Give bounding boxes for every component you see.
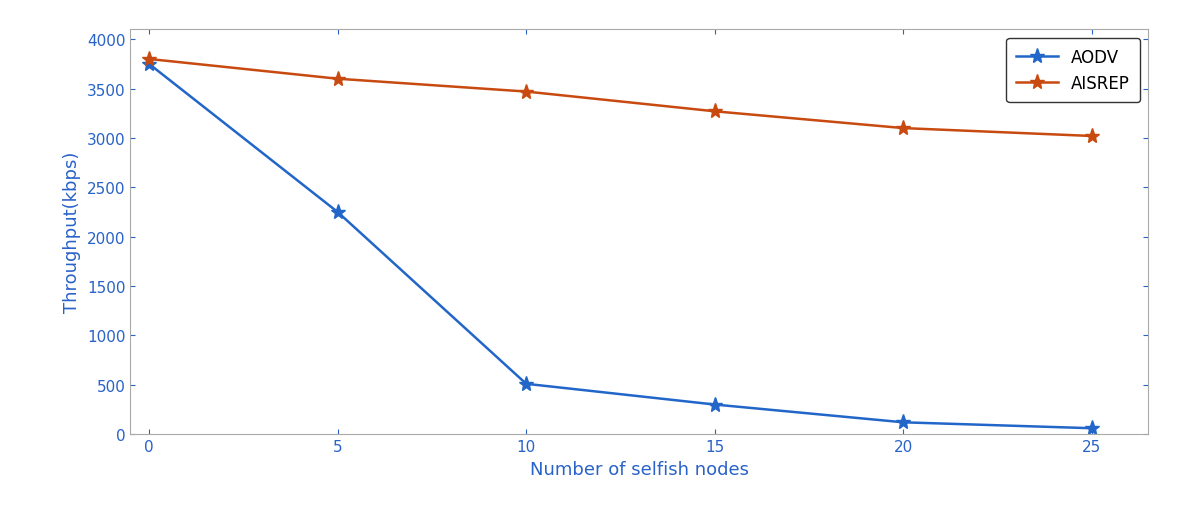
AISREP (708, 109, 722, 115)
AISREP (330, 77, 345, 83)
AODV (330, 210, 345, 216)
AISREP (142, 57, 156, 63)
AISREP (1085, 134, 1099, 140)
Legend: AODV, AISREP: AODV, AISREP (1006, 38, 1140, 103)
X-axis label: Number of selfish nodes: Number of selfish nodes (530, 460, 748, 478)
AISREP (896, 126, 910, 132)
AISREP (519, 89, 533, 95)
Line: AISREP: AISREP (141, 52, 1100, 144)
Y-axis label: Throughput(kbps): Throughput(kbps) (63, 152, 82, 313)
AODV (142, 62, 156, 68)
AODV (896, 420, 910, 426)
AODV (1085, 425, 1099, 431)
AODV (519, 381, 533, 387)
AODV (708, 401, 722, 408)
Line: AODV: AODV (141, 57, 1100, 436)
